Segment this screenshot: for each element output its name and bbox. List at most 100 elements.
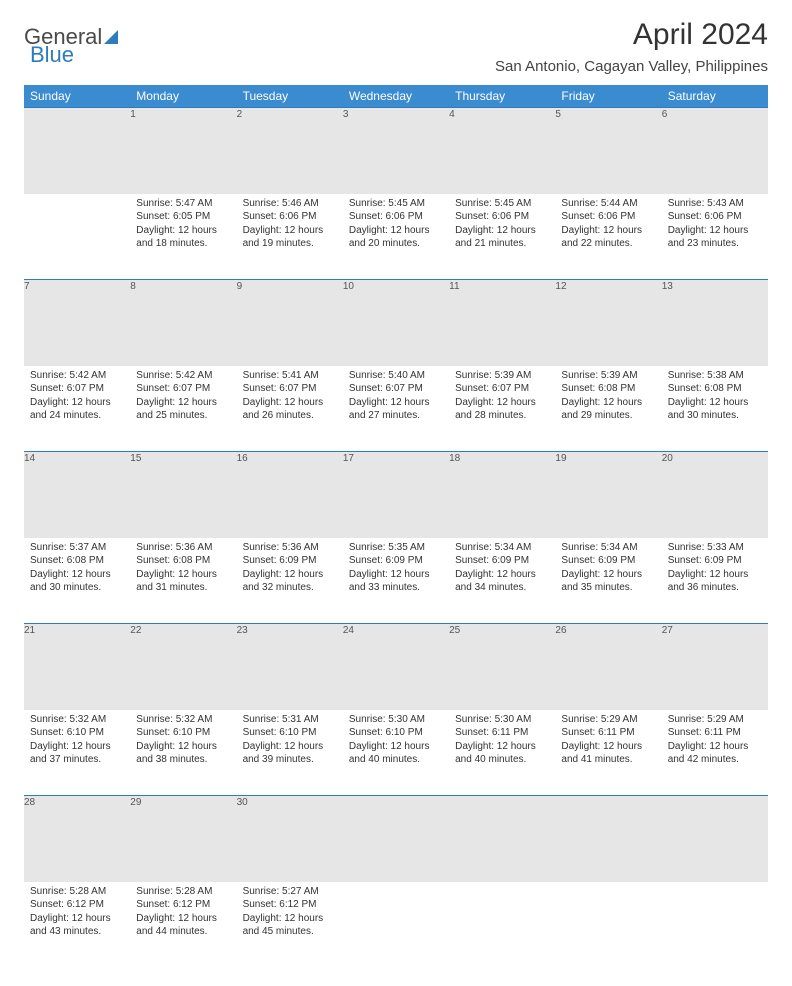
- daylight-line: Daylight: 12 hours and 29 minutes.: [561, 396, 655, 423]
- daylight-line: Daylight: 12 hours and 43 minutes.: [30, 912, 124, 939]
- sunset-line: Sunset: 6:09 PM: [561, 554, 655, 568]
- day-cell: Sunrise: 5:32 AMSunset: 6:10 PMDaylight:…: [24, 710, 130, 796]
- day-cell: Sunrise: 5:27 AMSunset: 6:12 PMDaylight:…: [237, 882, 343, 968]
- sunset-line: Sunset: 6:07 PM: [30, 382, 124, 396]
- day-cell: Sunrise: 5:34 AMSunset: 6:09 PMDaylight:…: [449, 538, 555, 624]
- daynum-row: 78910111213: [24, 280, 768, 366]
- sunset-line: Sunset: 6:06 PM: [349, 210, 443, 224]
- day-number-cell: 10: [343, 280, 449, 366]
- day-cell: Sunrise: 5:28 AMSunset: 6:12 PMDaylight:…: [24, 882, 130, 968]
- day-cell: Sunrise: 5:33 AMSunset: 6:09 PMDaylight:…: [662, 538, 768, 624]
- day-number-cell: 27: [662, 624, 768, 710]
- day-number-cell: 9: [237, 280, 343, 366]
- sunrise-line: Sunrise: 5:37 AM: [30, 541, 124, 555]
- day-cell: [343, 882, 449, 968]
- content-row: Sunrise: 5:32 AM Sunset: 6:10 PM Daylight:…: [24, 710, 768, 796]
- sunrise-line: Sunrise: 5:34 AM: [561, 541, 655, 555]
- daynum-row: 282930: [24, 796, 768, 882]
- daylight-line: Daylight: 12 hours and 19 minutes.: [243, 224, 337, 251]
- day-number-cell: 15: [130, 452, 236, 538]
- month-title: April 2024: [495, 18, 768, 52]
- day-number-cell: 11: [449, 280, 555, 366]
- daylight-line: Daylight: 12 hours and 32 minutes.: [243, 568, 337, 595]
- sunrise-line: Sunrise: 5:31 AM: [243, 713, 337, 727]
- daylight-line: Daylight: 12 hours and 35 minutes.: [561, 568, 655, 595]
- day-cell: Sunrise: 5:39 AMSunset: 6:08 PMDaylight:…: [555, 366, 661, 452]
- sunrise-line: Sunrise: 5:43 AM: [668, 197, 762, 211]
- day-number-cell: 25: [449, 624, 555, 710]
- weekday-header-row: Sunday Monday Tuesday Wednesday Thursday…: [24, 85, 768, 108]
- day-number-cell: 3: [343, 108, 449, 194]
- day-cell: Sunrise: 5:31 AMSunset: 6:10 PMDaylight:…: [237, 710, 343, 796]
- daylight-line: Daylight: 12 hours and 22 minutes.: [561, 224, 655, 251]
- day-cell: [555, 882, 661, 968]
- sunrise-line: Sunrise: 5:36 AM: [136, 541, 230, 555]
- day-number-cell: [555, 796, 661, 882]
- day-cell: Sunrise: 5:46 AMSunset: 6:06 PMDaylight:…: [237, 194, 343, 280]
- sunset-line: Sunset: 6:09 PM: [243, 554, 337, 568]
- sunrise-line: Sunrise: 5:33 AM: [668, 541, 762, 555]
- daylight-line: Daylight: 12 hours and 25 minutes.: [136, 396, 230, 423]
- daylight-line: Daylight: 12 hours and 18 minutes.: [136, 224, 230, 251]
- logo-text-2: Blue: [30, 42, 74, 67]
- sunrise-line: Sunrise: 5:29 AM: [668, 713, 762, 727]
- sunset-line: Sunset: 6:09 PM: [349, 554, 443, 568]
- day-number-cell: 8: [130, 280, 236, 366]
- day-cell: Sunrise: 5:43 AMSunset: 6:06 PMDaylight:…: [662, 194, 768, 280]
- sunset-line: Sunset: 6:06 PM: [668, 210, 762, 224]
- day-cell: Sunrise: 5:42 AMSunset: 6:07 PMDaylight:…: [24, 366, 130, 452]
- sunrise-line: Sunrise: 5:42 AM: [30, 369, 124, 383]
- day-number-cell: [24, 108, 130, 194]
- sunrise-line: Sunrise: 5:39 AM: [455, 369, 549, 383]
- weekday-header: Monday: [130, 85, 236, 108]
- day-number-cell: 26: [555, 624, 661, 710]
- sunrise-line: Sunrise: 5:28 AM: [30, 885, 124, 899]
- day-cell: Sunrise: 5:36 AMSunset: 6:08 PMDaylight:…: [130, 538, 236, 624]
- sunrise-line: Sunrise: 5:32 AM: [136, 713, 230, 727]
- day-number-cell: 16: [237, 452, 343, 538]
- day-number-cell: 21: [24, 624, 130, 710]
- sunset-line: Sunset: 6:12 PM: [243, 898, 337, 912]
- weekday-header: Tuesday: [237, 85, 343, 108]
- day-cell: Sunrise: 5:28 AMSunset: 6:12 PMDaylight:…: [130, 882, 236, 968]
- day-cell: Sunrise: 5:42 AMSunset: 6:07 PMDaylight:…: [130, 366, 236, 452]
- sunrise-line: Sunrise: 5:45 AM: [455, 197, 549, 211]
- daylight-line: Daylight: 12 hours and 42 minutes.: [668, 740, 762, 767]
- sunrise-line: Sunrise: 5:45 AM: [349, 197, 443, 211]
- weekday-header: Thursday: [449, 85, 555, 108]
- header: General April 2024 San Antonio, Cagayan …: [24, 18, 768, 75]
- sunset-line: Sunset: 6:10 PM: [349, 726, 443, 740]
- content-row: Sunrise: 5:28 AMSunset: 6:12 PMDaylight:…: [24, 882, 768, 968]
- sunset-line: Sunset: 6:06 PM: [561, 210, 655, 224]
- weekday-header: Saturday: [662, 85, 768, 108]
- day-cell: Sunrise: 5:45 AMSunset: 6:06 PMDaylight:…: [343, 194, 449, 280]
- sunrise-line: Sunrise: 5:28 AM: [136, 885, 230, 899]
- sunset-line: Sunset: 6:12 PM: [136, 898, 230, 912]
- day-cell: Sunrise: 5:29 AMSunset: 6:11 PMDaylight:…: [662, 710, 768, 796]
- sunrise-line: Sunrise: 5:36 AM: [243, 541, 337, 555]
- day-number-cell: 19: [555, 452, 661, 538]
- daylight-line: Daylight: 12 hours and 30 minutes.: [30, 568, 124, 595]
- sunset-line: Sunset: 6:09 PM: [668, 554, 762, 568]
- sunset-line: Sunset: 6:11 PM: [668, 726, 762, 740]
- sunrise-line: Sunrise: 5:29 AM: [561, 713, 655, 727]
- day-cell: [662, 882, 768, 968]
- daylight-line: Daylight: 12 hours and 45 minutes.: [243, 912, 337, 939]
- sunset-line: Sunset: 6:06 PM: [243, 210, 337, 224]
- daylight-line: Daylight: 12 hours and 26 minutes.: [243, 396, 337, 423]
- day-number-cell: 14: [24, 452, 130, 538]
- sunset-line: Sunset: 6:11 PM: [455, 726, 549, 740]
- day-cell: Sunrise: 5:32 AMSunset: 6:10 PMDaylight:…: [130, 710, 236, 796]
- sunset-line: Sunset: 6:08 PM: [561, 382, 655, 396]
- day-cell: Sunrise: 5:30 AMSunset: 6:11 PMDaylight:…: [449, 710, 555, 796]
- sunrise-line: Sunrise: 5:32 AM: [30, 713, 124, 727]
- day-number-cell: 17: [343, 452, 449, 538]
- sunrise-line: Sunrise: 5:44 AM: [561, 197, 655, 211]
- content-row: Sunrise: 5:42 AMSunset: 6:07 PM Daylight:…: [24, 366, 768, 452]
- sunset-line: Sunset: 6:05 PM: [136, 210, 230, 224]
- daylight-line: Daylight: 12 hours and 31 minutes.: [136, 568, 230, 595]
- daylight-line: Daylight: 12 hours and 36 minutes.: [668, 568, 762, 595]
- sunset-line: Sunset: 6:10 PM: [243, 726, 337, 740]
- day-number-cell: 30: [237, 796, 343, 882]
- location: San Antonio, Cagayan Valley, Philippines: [495, 58, 768, 75]
